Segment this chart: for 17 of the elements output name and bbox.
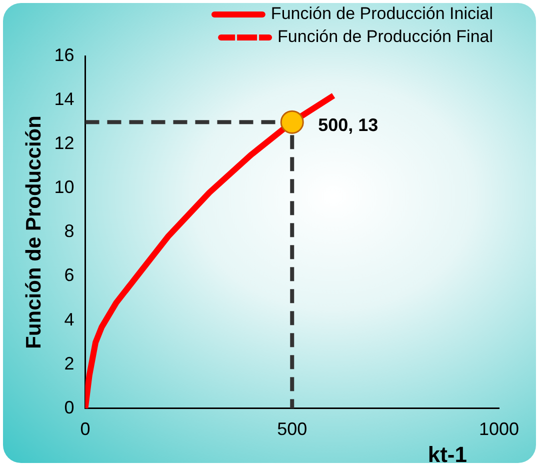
annotation: 500, 13 [318, 115, 378, 136]
y-tick-label: 10 [54, 177, 74, 198]
y-tick-label: 0 [64, 397, 74, 418]
y-tick-label: 14 [54, 89, 74, 110]
legend-label: Función de Producción Final [278, 27, 494, 46]
y-tick-label: 8 [64, 221, 74, 242]
x-axis-title: kt-1 [428, 442, 467, 466]
y-tick-label: 2 [64, 353, 74, 374]
x-tick-label: 1000 [478, 419, 520, 440]
x-tick-label: 500 [277, 419, 308, 440]
legend-label: Función de Producción Inicial [270, 4, 494, 24]
x-tick-label: 0 [80, 419, 90, 440]
y-tick-label: 16 [54, 44, 74, 65]
y-axis-title: Función de Producción [22, 116, 46, 349]
y-tick-label: 12 [54, 133, 74, 154]
y-tick-label: 4 [64, 309, 74, 330]
y-tick-label: 6 [64, 265, 74, 286]
